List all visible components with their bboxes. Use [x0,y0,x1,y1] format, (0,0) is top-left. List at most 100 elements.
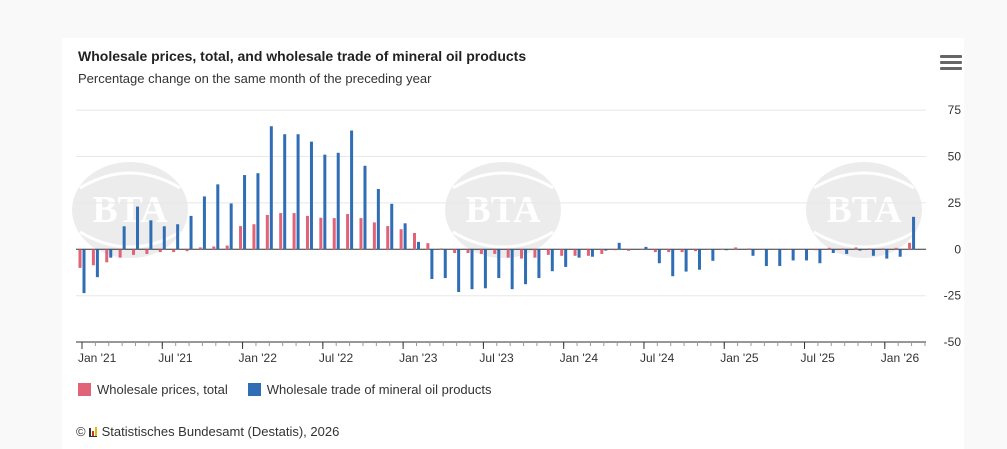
legend-item-mineral-oil[interactable]: Wholesale trade of mineral oil products [247,382,492,397]
legend-item-wholesale-prices[interactable]: Wholesale prices, total [78,382,228,397]
svg-text:BTA: BTA [92,189,168,231]
bar-mineral-oil [390,203,394,250]
bar-wholesale-prices [78,249,82,268]
bar-mineral-oil [189,215,193,250]
x-tick-label: Jan '23 [399,351,438,365]
bar-wholesale-prices [439,248,443,250]
chart-panel: Wholesale prices, total, and wholesale t… [62,38,964,449]
bar-wholesale-prices [600,249,604,254]
hamburger-menu-icon[interactable] [940,55,962,71]
bar-mineral-oil [283,134,287,250]
bar-mineral-oil [202,196,206,250]
y-axis: 75 50 25 0 -25 -50 [944,103,962,349]
bar-wholesale-prices [814,249,818,251]
bar-mineral-oil [684,249,688,272]
copyright-symbol: © [76,424,86,439]
bar-mineral-oil [604,249,608,251]
x-tick-label: Jan '21 [78,351,117,365]
bar-wholesale-prices [145,249,149,254]
bar-mineral-oil [564,249,568,267]
bar-mineral-oil [430,249,434,279]
x-axis: Jan '21 Jul '21 Jan '22 Jul '22 Jan '23 Jul '… [76,341,926,365]
bta-watermarks: BTA BTA BTA [72,162,922,258]
bar-mineral-oil [818,249,822,264]
bta-watermark-icon: BTA [72,162,188,258]
bar-wholesale-prices [132,249,136,255]
bar-mineral-oil [724,249,728,251]
x-tick-label: Jul '24 [640,351,675,365]
bar-mineral-oil [831,249,835,254]
bar-wholesale-prices [372,222,376,250]
bar-mineral-oil [778,249,782,267]
bar-wholesale-prices [279,213,283,250]
svg-text:BTA: BTA [826,189,902,231]
bar-mineral-oil [403,223,407,250]
legend-swatch-red [78,383,91,396]
legend-swatch-blue [247,383,261,396]
y-tick-label: 25 [948,196,962,210]
svg-text:BTA: BTA [465,189,541,231]
bar-wholesale-prices [359,218,363,250]
bar-wholesale-prices [158,249,162,253]
bar-wholesale-prices [239,226,243,250]
bar-mineral-oil [149,220,153,250]
bar-mineral-oil [309,141,313,250]
bar-wholesale-prices [252,224,256,250]
bar-wholesale-prices [413,232,416,250]
bar-mineral-oil [590,249,594,257]
bar-mineral-oil [858,249,862,251]
bar-mineral-oil [711,249,715,261]
bar-wholesale-prices [854,247,858,250]
bar-mineral-oil [216,184,220,250]
bar-mineral-oil [791,249,795,261]
x-tick-label: Jan '25 [720,351,759,365]
bar-wholesale-prices [881,248,885,250]
bar-mineral-oil [350,130,354,250]
bar-wholesale-prices [225,245,229,250]
bar-mineral-oil [885,249,889,259]
bar-mineral-oil [537,249,541,279]
bar-wholesale-prices [185,249,189,252]
y-tick-label: 0 [954,242,961,256]
bar-mineral-oil [671,249,675,277]
credits-text[interactable]: Statistisches Bundesamt (Destatis), 2026 [101,424,340,439]
bar-wholesale-prices [172,249,176,253]
bar-wholesale-prices [332,218,336,250]
bta-watermark-icon: BTA [445,162,561,258]
bar-mineral-oil [697,249,701,270]
x-tick-label: Jan '22 [239,351,278,365]
y-tick-label: -25 [944,289,962,303]
bar-wholesale-prices [613,249,617,251]
bar-mineral-oil [269,126,273,250]
legend: Wholesale prices, total Wholesale trade … [78,382,492,397]
bar-mineral-oil [898,249,902,257]
chart-plot: BTA BTA BTA Jan '21 Jul '21 Jan '22 Jul '22 Ja… [72,103,962,365]
bar-mineral-oil [122,226,126,250]
bar-mineral-oil [296,134,300,250]
bar-wholesale-prices [212,246,216,250]
bar-wholesale-prices [520,249,524,259]
bta-watermark-icon: BTA [806,162,922,258]
bar-wholesale-prices [653,249,657,253]
bar-mineral-oil [871,249,875,256]
bar-mineral-oil [162,226,166,250]
bar-mineral-oil [457,249,461,292]
bar-wholesale-prices [292,213,296,250]
bar-mineral-oil [82,249,86,294]
bar-wholesale-prices [533,249,537,258]
bar-wholesale-prices [399,229,403,250]
bar-mineral-oil [657,249,661,264]
bar-mineral-oil [323,154,327,250]
bar-wholesale-prices [867,248,871,250]
bar-wholesale-prices [747,248,751,250]
x-tick-label: Jul '23 [479,351,514,365]
x-tick-label: Jan '24 [560,351,599,365]
bar-mineral-oil [443,249,447,279]
y-tick-label: -50 [944,335,962,349]
bar-wholesale-prices [586,249,590,256]
bar-mineral-oil [136,206,140,250]
bar-wholesale-prices [680,249,684,253]
bar-wholesale-prices [453,249,457,254]
bar-wholesale-prices [827,247,831,250]
bar-mineral-oil [109,249,113,258]
